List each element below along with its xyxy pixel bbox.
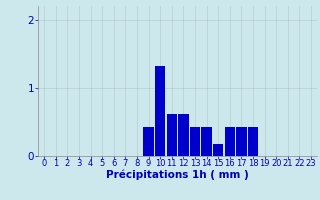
- Bar: [236, 127, 247, 156]
- Bar: [248, 127, 258, 156]
- Bar: [155, 66, 165, 156]
- Bar: [178, 114, 188, 156]
- Bar: [143, 127, 154, 156]
- Bar: [225, 127, 235, 156]
- Bar: [213, 144, 223, 156]
- Bar: [190, 127, 200, 156]
- Bar: [167, 114, 177, 156]
- Bar: [201, 127, 212, 156]
- X-axis label: Précipitations 1h ( mm ): Précipitations 1h ( mm ): [106, 169, 249, 180]
